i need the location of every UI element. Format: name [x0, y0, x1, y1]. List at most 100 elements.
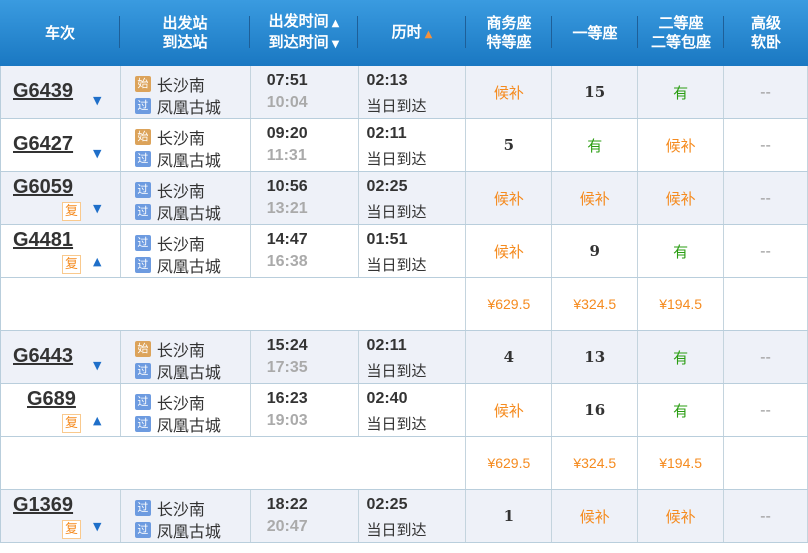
train-number-link[interactable]: G6439 [13, 80, 74, 102]
seat-availability[interactable]: 有 [673, 401, 689, 420]
train-number-link[interactable]: G1369 [13, 494, 74, 516]
duration: 02:11 [366, 337, 407, 354]
train-cell: G6443 ▼ [1, 331, 121, 383]
seat-cell: 候补 [638, 490, 725, 542]
seat-availability[interactable]: 5 [503, 136, 515, 154]
departure-time: 14:47 [266, 231, 308, 248]
seat-availability[interactable]: 有 [673, 348, 689, 367]
seat-cell: 15 [552, 66, 639, 118]
price-cell: ¥629.5 [466, 437, 553, 489]
seat-availability[interactable]: 13 [584, 348, 606, 366]
time-cell: 15:24 17:35 [251, 331, 359, 383]
seat-cell: -- [724, 331, 808, 383]
to-station: 过凤凰古城 [134, 412, 221, 436]
seat-cell: 有 [638, 331, 725, 383]
to-station-name: 凤凰古城 [156, 363, 221, 382]
duration-cell: 02:25 当日到达 [359, 172, 467, 224]
seat-availability[interactable]: 有 [673, 83, 689, 102]
header-soft-sleeper: 高级 软卧 [724, 0, 808, 66]
price-row: ¥629.5 ¥324.5 ¥194.5 [0, 437, 808, 490]
header-train-no: 车次 [0, 0, 120, 66]
from-station-name: 长沙南 [156, 129, 205, 148]
header-label: 到达时间 [268, 33, 329, 51]
price-cell: ¥324.5 [552, 278, 639, 330]
to-station: 过凤凰古城 [134, 200, 221, 224]
train-number-link[interactable]: G689 [27, 388, 76, 410]
seat-cell: -- [724, 490, 808, 542]
start-badge-icon: 始 [134, 341, 151, 357]
seat-availability[interactable]: 4 [503, 348, 515, 366]
seat-availability[interactable]: 候补 [493, 189, 524, 208]
arrival-time: 19:03 [266, 412, 308, 429]
header-duration[interactable]: 历时 ▲ [358, 0, 466, 66]
arrival-time: 16:38 [266, 253, 308, 270]
seat-availability[interactable]: 候补 [493, 242, 524, 261]
pass-badge-icon: 过 [134, 363, 151, 379]
station-cell: 过长沙南过凤凰古城 [121, 172, 251, 224]
seat-availability[interactable]: 候补 [665, 136, 696, 155]
seat-availability[interactable]: 有 [587, 136, 603, 155]
duration: 02:25 [366, 496, 408, 513]
train-number-link[interactable]: G4481 [13, 229, 74, 251]
from-station-name: 长沙南 [156, 182, 205, 201]
to-station-name: 凤凰古城 [156, 98, 221, 117]
chevron-down-icon[interactable]: ▼ [93, 202, 102, 215]
header-label: 商务座 [486, 14, 532, 32]
seat-availability[interactable]: 候补 [493, 83, 524, 102]
seat-availability[interactable]: 9 [589, 242, 600, 260]
seat-availability[interactable]: 16 [584, 401, 606, 419]
start-badge-icon: 始 [134, 129, 151, 145]
seat-cell: 有 [638, 384, 725, 436]
seat-availability[interactable]: 候补 [665, 507, 696, 526]
to-station: 过凤凰古城 [134, 359, 221, 383]
train-number-link[interactable]: G6059 [13, 176, 74, 198]
train-number-link[interactable]: G6427 [13, 133, 74, 155]
chevron-up-icon[interactable]: ▲ [93, 414, 102, 427]
seat-availability[interactable]: 候补 [579, 507, 610, 526]
chevron-up-icon[interactable]: ▲ [93, 255, 102, 268]
seat-availability[interactable]: 候补 [493, 401, 524, 420]
sort-down-icon[interactable]: ▼ [331, 39, 340, 50]
seat-cell: 候补 [638, 172, 725, 224]
seat-cell: 4 [466, 331, 553, 383]
from-station-name: 长沙南 [156, 235, 205, 254]
seat-availability[interactable]: 1 [503, 507, 515, 525]
chevron-down-icon[interactable]: ▼ [93, 359, 102, 372]
price-spacer [1, 437, 467, 489]
from-station-name: 长沙南 [156, 76, 205, 95]
train-cell: G689 复 ▲ [1, 384, 121, 436]
header-times[interactable]: 出发时间 ▲ 到达时间 ▼ [250, 0, 358, 66]
arrival-day: 当日到达 [366, 97, 427, 115]
time-cell: 10:56 13:21 [251, 172, 359, 224]
table-row: G4481 复 ▲ 过长沙南过凤凰古城 14:47 16:38 01:51 当日到达 候补 9 有 -… [0, 225, 808, 278]
from-station: 过长沙南 [134, 178, 205, 202]
header-label: 二等座 [658, 14, 704, 32]
seat-availability[interactable]: 有 [673, 242, 689, 261]
departure-time: 09:20 [266, 125, 308, 142]
seat-cell: -- [724, 119, 808, 171]
train-number-link[interactable]: G6443 [13, 345, 74, 367]
seat-availability[interactable]: 候补 [579, 189, 610, 208]
sort-up-active-icon[interactable]: ▲ [424, 28, 433, 40]
price-text: ¥629.5 [487, 296, 531, 312]
from-station: 始长沙南 [134, 125, 205, 149]
to-station: 过凤凰古城 [134, 94, 221, 118]
price-value: ¥194.5 [638, 278, 723, 330]
seat-availability: -- [760, 348, 771, 366]
station-cell: 过长沙南过凤凰古城 [121, 384, 251, 436]
chevron-down-icon[interactable]: ▼ [93, 94, 102, 107]
price-text: ¥629.5 [487, 455, 531, 471]
chevron-down-icon[interactable]: ▼ [93, 520, 102, 533]
seat-cell: 有 [552, 119, 639, 171]
pass-badge-icon: 过 [134, 416, 151, 432]
chevron-down-icon[interactable]: ▼ [93, 147, 102, 160]
sort-up-icon[interactable]: ▲ [331, 18, 340, 29]
train-cell: G1369 复 ▼ [1, 490, 121, 542]
arrival-day: 当日到达 [366, 415, 427, 433]
seat-cell: -- [724, 172, 808, 224]
price-cell: ¥324.5 [552, 437, 639, 489]
duration-cell: 01:51 当日到达 [359, 225, 467, 277]
price-value: ¥629.5 [466, 437, 551, 489]
seat-availability[interactable]: 15 [584, 83, 606, 101]
seat-availability[interactable]: 候补 [665, 189, 696, 208]
